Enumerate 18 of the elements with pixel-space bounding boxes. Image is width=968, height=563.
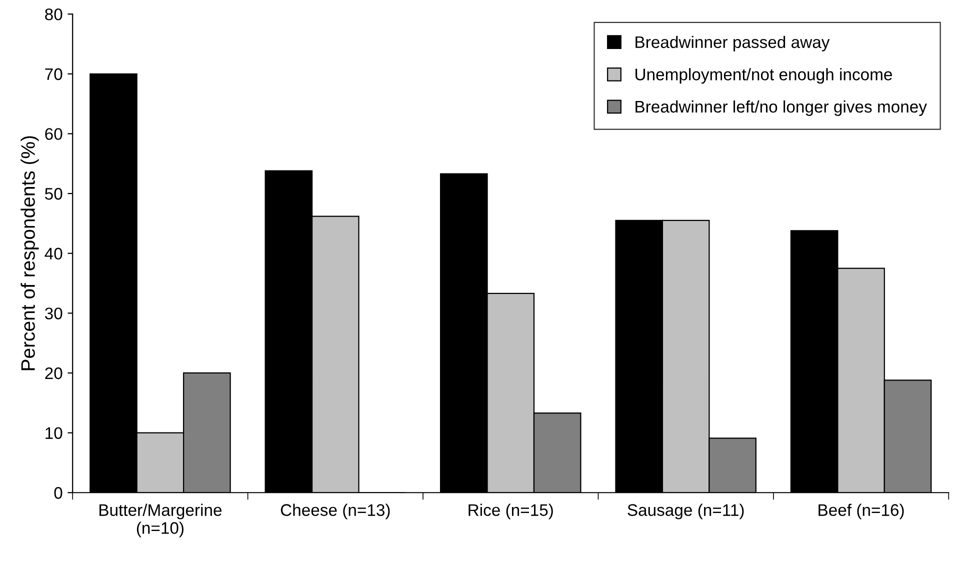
y-tick-label: 40	[44, 248, 62, 260]
y-tick-label: 0	[54, 487, 62, 499]
legend-label: Breadwinner left/no longer gives money	[636, 100, 927, 116]
y-tick-label: 70	[45, 68, 62, 80]
legend-label: Breadwinner passed away	[636, 36, 830, 52]
y-tick-label: 60	[45, 128, 62, 140]
x-tick-label: Sausage (n=11)	[628, 504, 744, 520]
y-tick-label: 30	[44, 308, 62, 320]
y-tick-label: 20	[45, 367, 62, 380]
x-tick-label: Beef (n=16)	[818, 504, 904, 520]
x-tick-label: Cheese (n=13)	[280, 504, 390, 520]
legend-label: Unemployment/not enough income	[636, 68, 892, 84]
x-tick-label: Butter/Margerine (n=10)	[100, 504, 222, 538]
y-tick-label: 50	[45, 188, 62, 200]
x-tick-label: Rice (n=15)	[468, 504, 553, 520]
y-tick-label: 80	[45, 8, 62, 20]
y-axis-title: Percent of respondents (%)	[20, 136, 39, 370]
y-tick-label: 10	[46, 427, 62, 440]
